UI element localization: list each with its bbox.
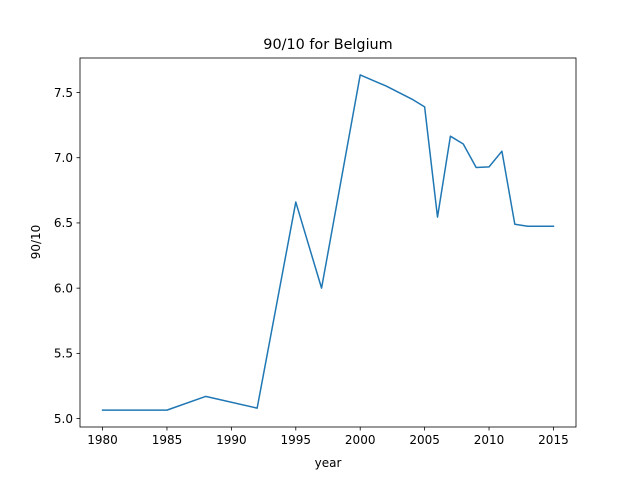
y-tick-label: 7.5 bbox=[54, 86, 73, 100]
y-tick-label: 6.0 bbox=[54, 281, 73, 295]
y-tick-label: 7.0 bbox=[54, 151, 73, 165]
series-line-0 bbox=[101, 74, 555, 411]
x-tick-label: 2005 bbox=[409, 433, 440, 447]
chart-title: 90/10 for Belgium bbox=[263, 37, 392, 53]
x-tick-label: 1990 bbox=[216, 433, 247, 447]
y-axis-label: 90/10 bbox=[29, 225, 43, 260]
y-tick-label: 6.5 bbox=[54, 216, 73, 230]
x-tick-label: 1985 bbox=[152, 433, 183, 447]
y-tick-label: 5.5 bbox=[54, 347, 73, 361]
y-axis: 5.0 5.5 6.0 6.5 7.0 7.5 bbox=[54, 86, 80, 426]
x-tick-label: 2000 bbox=[345, 433, 376, 447]
x-axis: 1980 1985 1990 1995 2000 2005 2010 2015 bbox=[87, 427, 569, 447]
x-tick-label: 2015 bbox=[538, 433, 569, 447]
plot-area bbox=[79, 57, 577, 428]
y-tick-label: 5.0 bbox=[54, 412, 73, 426]
x-axis-label: year bbox=[315, 456, 342, 470]
x-tick-label: 1980 bbox=[87, 433, 118, 447]
axes-frame bbox=[79, 57, 577, 428]
x-tick-label: 1995 bbox=[281, 433, 312, 447]
x-tick-label: 2010 bbox=[474, 433, 505, 447]
